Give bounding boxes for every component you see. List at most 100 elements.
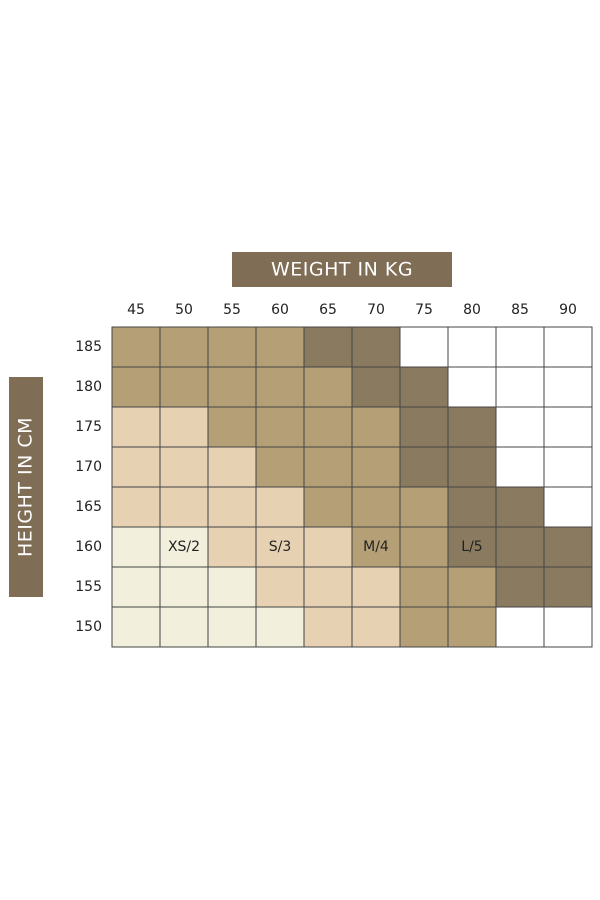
cell [255, 366, 305, 408]
height-header: HEIGHT IN CM [15, 417, 37, 557]
row-label: 175 [75, 419, 102, 435]
cell [543, 406, 593, 448]
cell [207, 326, 257, 368]
row-label: 155 [75, 579, 102, 595]
cell [447, 486, 497, 528]
cell [495, 446, 545, 488]
size-label: M/4 [363, 539, 389, 555]
column-label: 90 [559, 302, 577, 318]
size-label: L/5 [461, 539, 482, 555]
cell [159, 326, 209, 368]
column-label: 65 [319, 302, 337, 318]
column-label: 75 [415, 302, 433, 318]
cell [303, 406, 353, 448]
header-box [9, 377, 43, 597]
cell [303, 366, 353, 408]
cell [351, 566, 401, 608]
cell [303, 446, 353, 488]
cell [159, 566, 209, 608]
column-label: 45 [127, 302, 145, 318]
cell [303, 326, 353, 368]
cell [159, 486, 209, 528]
cell [399, 606, 449, 648]
cell [447, 446, 497, 488]
row-label: 185 [75, 339, 102, 355]
cell [111, 406, 161, 448]
column-label: 50 [175, 302, 193, 318]
row-label: 170 [75, 459, 102, 475]
cell [351, 406, 401, 448]
cell [111, 526, 161, 568]
cell [207, 366, 257, 408]
cell [543, 486, 593, 528]
cell [399, 366, 449, 408]
cell [111, 606, 161, 648]
cell [303, 486, 353, 528]
size-label: XS/2 [168, 539, 200, 555]
cell [111, 366, 161, 408]
cell [543, 606, 593, 648]
cell [447, 366, 497, 408]
column-label: 55 [223, 302, 241, 318]
cell [351, 606, 401, 648]
cell [399, 486, 449, 528]
cell [303, 526, 353, 568]
cell [495, 406, 545, 448]
cell [207, 606, 257, 648]
cell [543, 566, 593, 608]
cell [207, 406, 257, 448]
row-label: 180 [75, 379, 102, 395]
cell [447, 566, 497, 608]
cell [255, 606, 305, 648]
cell [399, 406, 449, 448]
column-label: 85 [511, 302, 529, 318]
column-label: 60 [271, 302, 289, 318]
weight-header: WEIGHT IN KG [271, 259, 413, 281]
cell [159, 406, 209, 448]
cell [351, 326, 401, 368]
cell [495, 566, 545, 608]
column-label: 70 [367, 302, 385, 318]
cell [399, 446, 449, 488]
cell [351, 486, 401, 528]
cell [447, 406, 497, 448]
column-label: 80 [463, 302, 481, 318]
cell [255, 486, 305, 528]
row-label: 150 [75, 619, 102, 635]
cell [111, 566, 161, 608]
cell [447, 606, 497, 648]
header-box [232, 252, 452, 287]
cell [159, 446, 209, 488]
cell [207, 446, 257, 488]
cell [255, 566, 305, 608]
cell [543, 526, 593, 568]
cell [447, 326, 497, 368]
cell [207, 566, 257, 608]
cell [399, 526, 449, 568]
cell [543, 366, 593, 408]
cell [351, 446, 401, 488]
cell [495, 366, 545, 408]
cell [159, 606, 209, 648]
row-label: 160 [75, 539, 102, 555]
cell [399, 326, 449, 368]
cell [255, 326, 305, 368]
cell [111, 326, 161, 368]
cell [543, 446, 593, 488]
row-label: 165 [75, 499, 102, 515]
cell [303, 606, 353, 648]
cell [495, 526, 545, 568]
cell [255, 406, 305, 448]
cell [111, 486, 161, 528]
cell [207, 526, 257, 568]
cell [351, 366, 401, 408]
cell [255, 446, 305, 488]
cell [303, 566, 353, 608]
size-label: S/3 [269, 539, 292, 555]
cell [207, 486, 257, 528]
cell [399, 566, 449, 608]
cell [159, 366, 209, 408]
cell [495, 486, 545, 528]
cell [495, 606, 545, 648]
